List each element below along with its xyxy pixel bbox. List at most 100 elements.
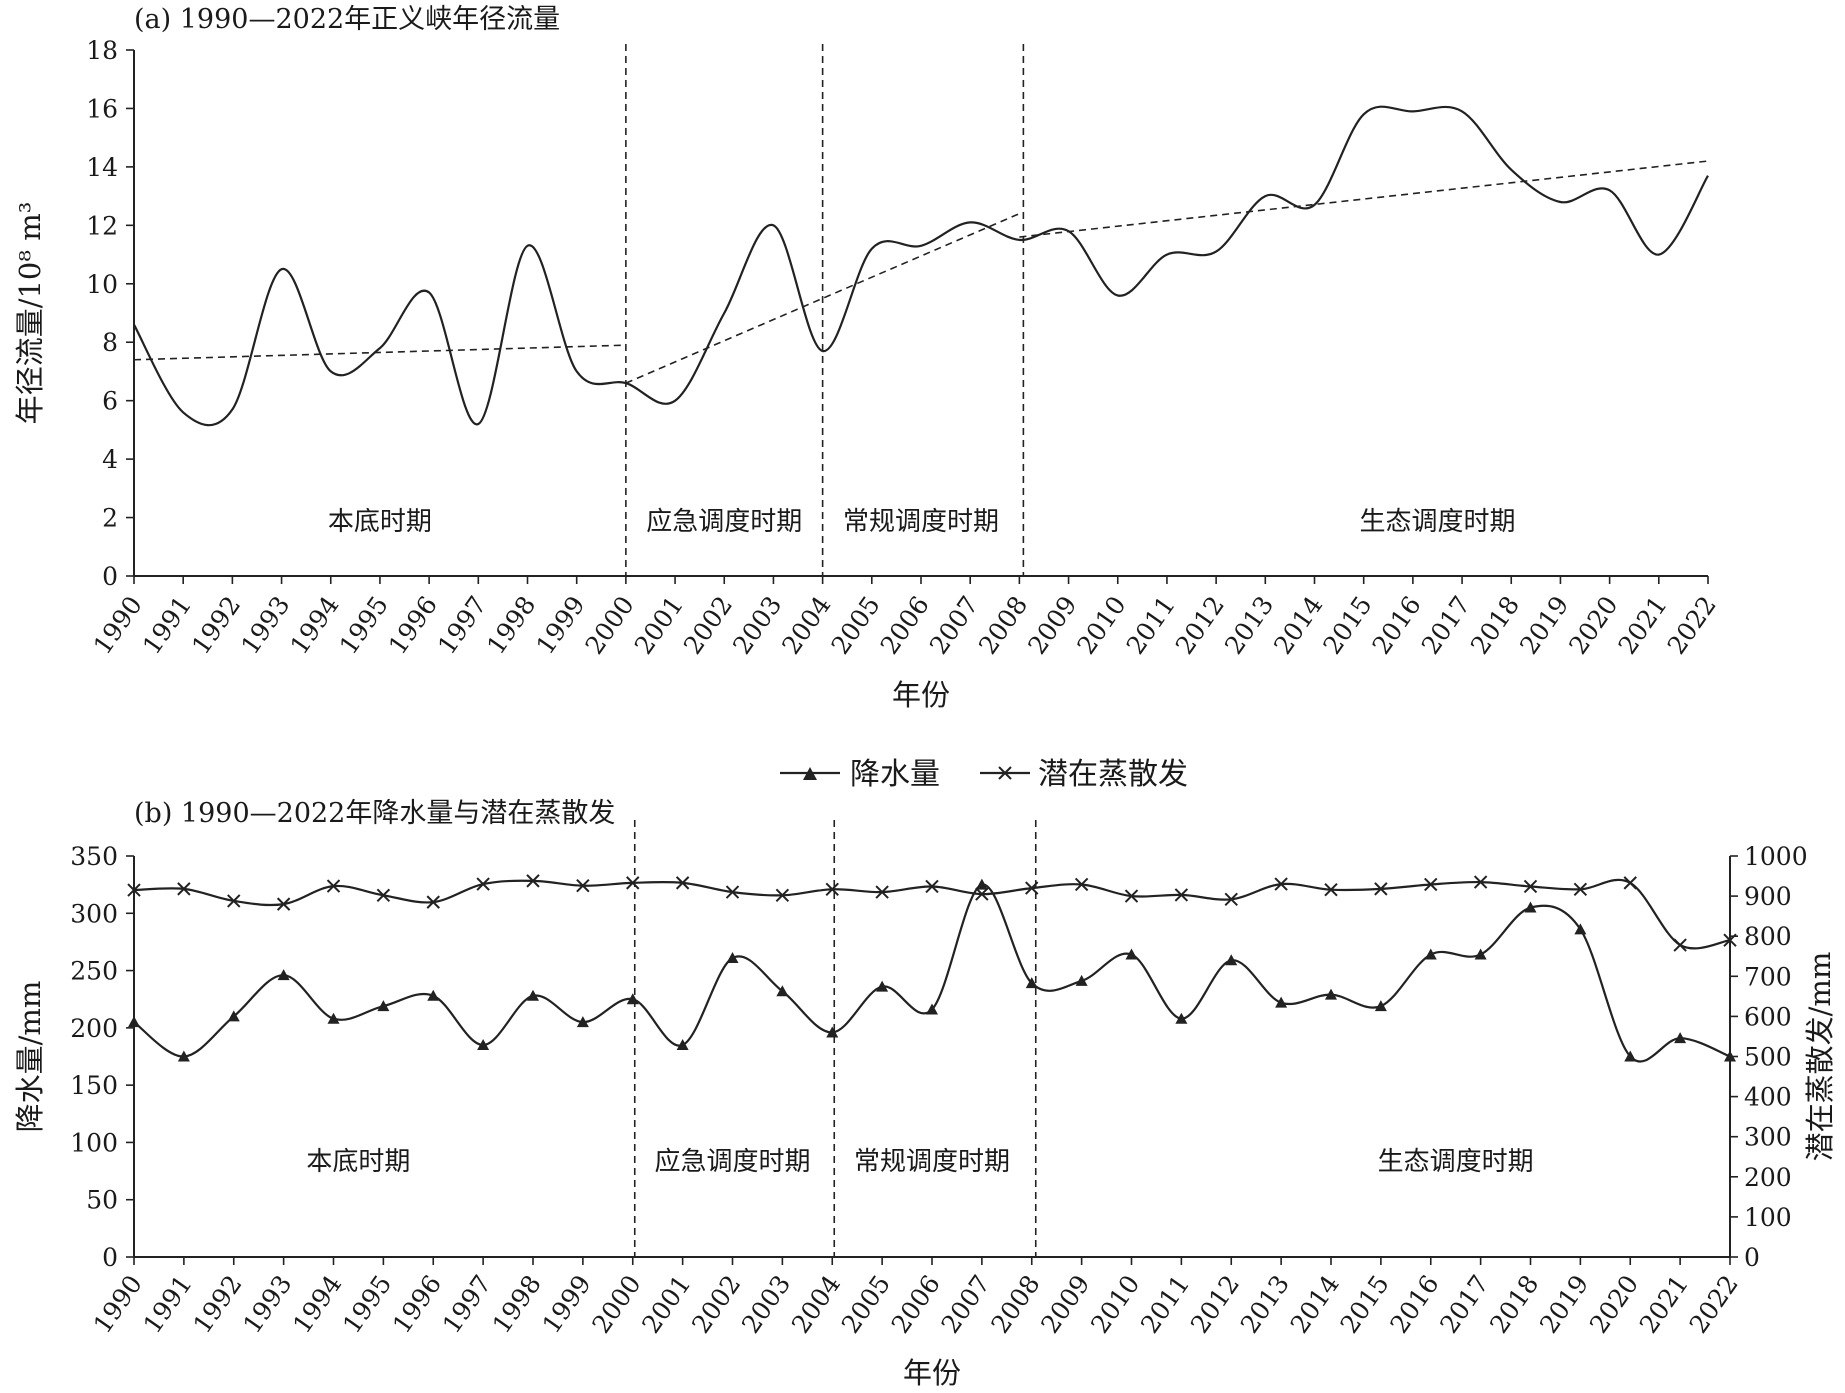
precip-point [1025,977,1038,989]
runoff-x-tick-label: 1995 [334,591,394,660]
pet-point [326,879,341,893]
precip-y-tick-label: 250 [70,957,118,986]
pet-point [975,887,989,901]
runoff-x-tick-label: 2009 [1022,591,1082,660]
climate-x-tick-label: 1999 [537,1270,597,1339]
runoff-x-tick-label: 1990 [88,591,148,660]
pet-point [1424,877,1438,892]
climate-x-tick-label: 1991 [138,1270,198,1339]
legend-x-marker [998,766,1012,780]
precip-point [876,980,889,992]
pet-point [376,888,391,903]
pet-point [775,888,790,903]
pet-point [1523,879,1538,894]
runoff-x-tick-label: 2008 [973,591,1033,660]
runoff-y-tick-label: 18 [86,36,118,65]
pet-point [476,877,490,891]
precip-point [1125,948,1138,960]
climate-x-tick-label: 1994 [287,1270,347,1339]
runoff-x-tick-label: 2012 [1170,591,1230,660]
climate-x-tick-label: 1993 [237,1270,297,1339]
runoff-x-tick-label: 2019 [1514,591,1574,660]
runoff-x-tick-label: 1993 [235,591,295,660]
climate-period-label: 应急调度时期 [654,1147,810,1177]
runoff-series-line [133,105,1709,427]
pet-point [1124,889,1139,903]
pet-series-line [133,878,1731,950]
runoff-x-tick-label: 2020 [1563,591,1623,660]
precip-point [826,1026,839,1038]
precip-point [128,1016,140,1028]
precip-point [1374,1000,1387,1012]
precip-point [975,878,988,890]
legend: 降水量 潜在蒸散发 [780,757,1188,792]
climate-x-tick-label: 1997 [437,1270,497,1339]
precip-point [1325,988,1337,1000]
climate-x-tick-label: 2006 [886,1270,946,1339]
runoff-x-tick-label: 1992 [186,591,246,660]
runoff-x-tick-label: 1996 [383,591,443,660]
runoff-period-label: 常规调度时期 [843,507,999,537]
precip-point [1424,948,1437,960]
climate-period-label: 常规调度时期 [854,1147,1010,1177]
runoff-x-tick-label: 2003 [727,591,787,660]
pet-y-tick-label: 300 [1744,1123,1792,1152]
precip-point [1524,901,1537,913]
precip-y-tick-label: 200 [70,1014,118,1043]
precip-y-tick-label: 50 [86,1186,118,1215]
runoff-x-tick-label: 2005 [825,591,885,660]
climate-x-tick-label: 1998 [487,1270,547,1339]
precip-point [726,951,739,963]
climate-x-tick-label: 2009 [1035,1270,1095,1339]
climate-x-tick-label: 2001 [636,1270,696,1339]
runoff-trend-line [133,344,626,361]
runoff-x-tick-label: 1994 [284,591,344,660]
precip-point [1624,1050,1637,1062]
precip-point [177,1050,190,1062]
runoff-y-tick-label: 8 [102,328,118,357]
precip-series-line [133,883,1731,1063]
pet-point [276,897,291,911]
precip-point [1674,1032,1687,1044]
precip-point [427,989,440,1001]
runoff-period-label: 生态调度时期 [1359,507,1515,537]
climate-x-tick-label: 2014 [1285,1270,1345,1339]
climate-x-tick-label: 2021 [1634,1270,1694,1339]
climate-x-tick-label: 1996 [387,1270,447,1339]
runoff-y-tick-label: 0 [102,562,118,591]
climate-x-tick-label: 2015 [1335,1270,1395,1339]
precip-point [527,989,539,1001]
pet-y-tick-label: 0 [1744,1243,1760,1272]
precip-y-tick-label: 350 [70,842,118,871]
pet-y-tick-label: 200 [1744,1163,1792,1192]
pet-y-axis-title: 潜在蒸散发/mm [1803,952,1837,1162]
precip-point [1275,996,1288,1008]
runoff-y-tick-label: 10 [86,270,118,299]
climate-x-tick-label: 2016 [1384,1270,1444,1339]
climate-x-axis-title: 年份 [903,1356,961,1390]
precip-y-tick-label: 150 [70,1071,118,1100]
pet-y-tick-label: 600 [1744,1002,1792,1031]
pet-point [1723,933,1737,947]
pet-y-tick-label: 500 [1744,1043,1792,1072]
pet-point [925,879,939,894]
pet-point [227,894,241,908]
climate-x-tick-label: 2002 [686,1270,746,1339]
legend-precip-label: 降水量 [850,757,940,792]
climate-x-tick-label: 2013 [1235,1270,1295,1339]
climate-x-tick-label: 2022 [1684,1270,1744,1339]
climate-chart-title: (b) 1990—2022年降水量与潜在蒸散发 [134,798,615,829]
runoff-x-tick-label: 2021 [1612,591,1672,660]
precip-point [1175,1012,1188,1024]
pet-point [1174,888,1189,902]
climate-x-tick-label: 2019 [1534,1270,1594,1339]
runoff-x-tick-label: 2017 [1416,591,1476,660]
precip-point [576,1016,589,1028]
runoff-x-tick-label: 2015 [1317,591,1377,660]
precip-point [377,1000,390,1012]
runoff-x-axis-title: 年份 [892,678,950,712]
climate-x-tick-label: 2005 [836,1270,896,1339]
runoff-y-tick-label: 2 [102,504,118,533]
runoff-x-tick-label: 2013 [1219,591,1279,660]
pet-point [1324,882,1338,897]
